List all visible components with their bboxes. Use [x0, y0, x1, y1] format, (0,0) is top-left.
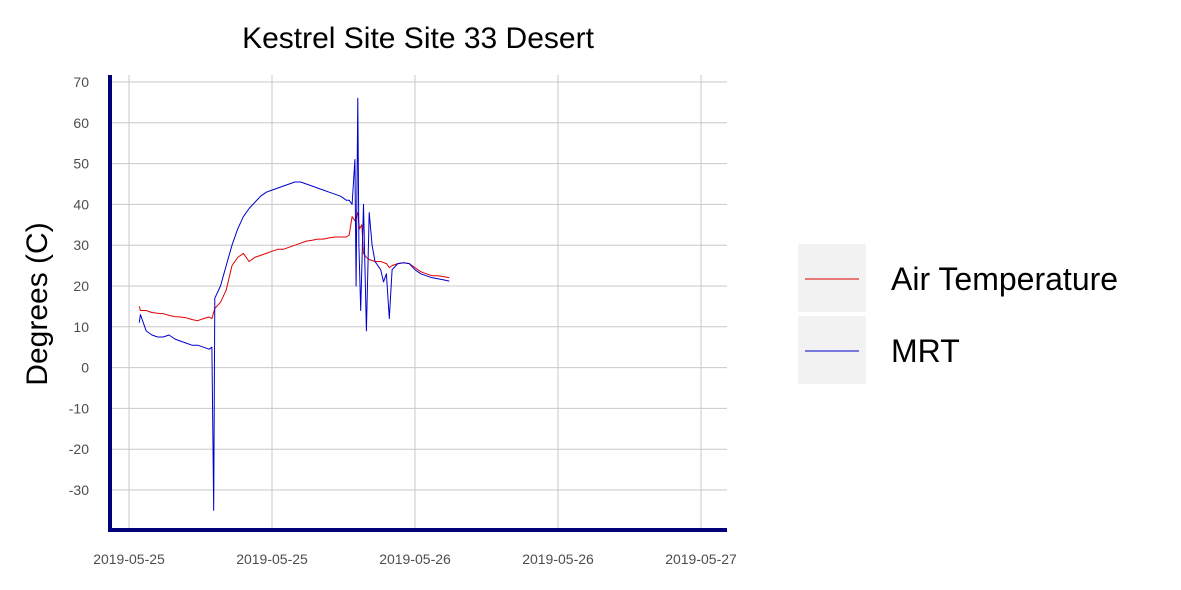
x-tick-label: 2019-05-25 — [236, 551, 308, 567]
y-tick-label: -10 — [69, 400, 89, 416]
x-tick-label: 2019-05-25 — [93, 551, 165, 567]
x-tick-label: 2019-05-26 — [522, 551, 594, 567]
y-axis-label: Degrees (C) — [21, 222, 54, 385]
legend-key — [798, 316, 866, 384]
y-tick-label: 20 — [73, 278, 89, 294]
legend-label: MRT — [891, 333, 960, 369]
y-tick-label: -20 — [69, 441, 89, 457]
x-tick-labels: 2019-05-25 2019-05-25 2019-05-26 2019-05-26… — [93, 551, 737, 567]
x-tick-label: 2019-05-27 — [665, 551, 737, 567]
legend: Air Temperature MRT — [798, 244, 1118, 384]
x-tick-label: 2019-05-26 — [379, 551, 451, 567]
y-tick-label: 30 — [73, 237, 89, 253]
y-tick-label: -30 — [69, 482, 89, 498]
series-layer — [138, 97, 450, 511]
y-tick-label: 70 — [73, 74, 89, 90]
y-tick-label: 60 — [73, 115, 89, 131]
y-tick-label: 0 — [81, 360, 89, 376]
y-tick-label: 50 — [73, 156, 89, 172]
y-tick-labels: 70 60 50 40 30 20 10 0 -10 -20 -30 — [69, 74, 89, 498]
legend-label: Air Temperature — [891, 261, 1118, 297]
gridlines — [110, 75, 727, 530]
chart-title: Kestrel Site Site 33 Desert — [242, 22, 594, 55]
y-tick-label: 10 — [73, 319, 89, 335]
y-tick-label: 40 — [73, 196, 89, 212]
series-line-mrt — [138, 97, 450, 511]
axes — [108, 75, 727, 532]
legend-key — [798, 244, 866, 312]
series-line-air-temperature — [138, 212, 450, 322]
